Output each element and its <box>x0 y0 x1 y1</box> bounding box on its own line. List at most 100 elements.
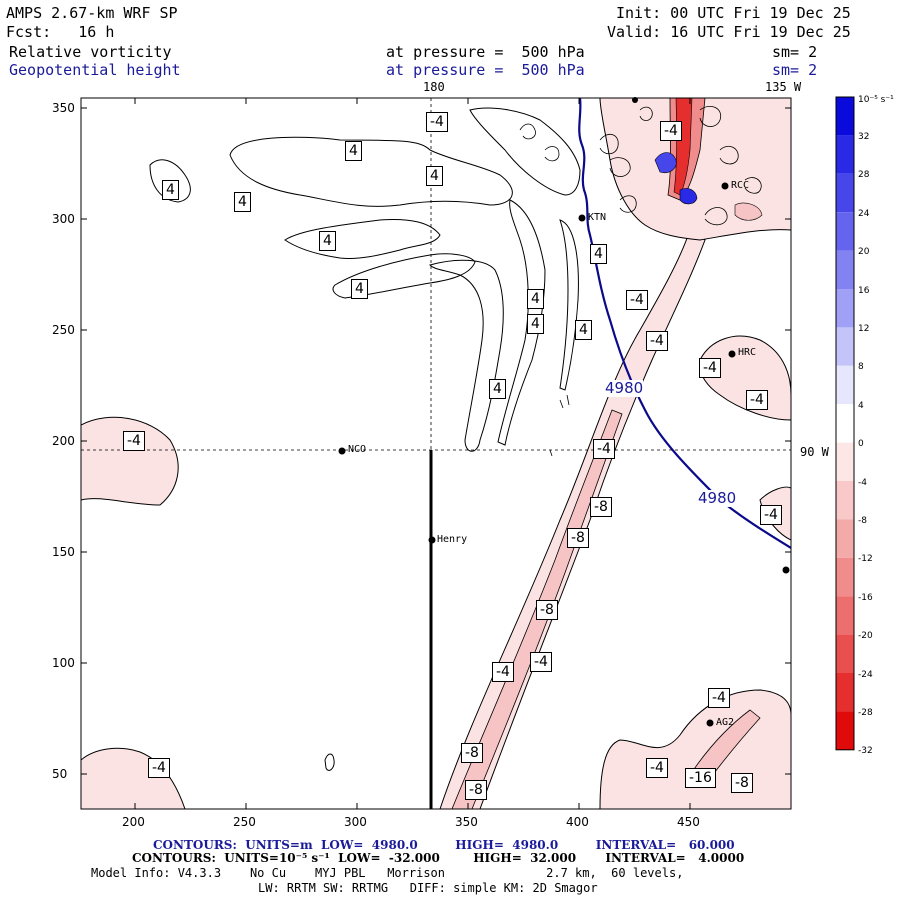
positive-vorticity-contours <box>149 107 581 771</box>
colorbar-tick-label: -16 <box>858 592 873 603</box>
station-marker-top <box>632 97 638 103</box>
colorbar-swatch <box>836 404 854 443</box>
colorbar-frame <box>835 96 855 751</box>
field1-name: Relative vorticity <box>9 43 172 61</box>
y-tick-label: 300 <box>52 212 75 226</box>
colorbar-swatch <box>836 212 854 251</box>
colorbar-tick-label: -32 <box>858 746 873 757</box>
y-tick-label: 100 <box>52 656 75 670</box>
valid-time: Valid: 16 UTC Fri 19 Dec 25 <box>607 23 851 41</box>
station-label-hrc: HRC <box>738 347 757 358</box>
colorbar-tick-label: 32 <box>858 132 870 142</box>
colorbar-tick-label: 20 <box>858 247 870 258</box>
vorticity-contour-label: -8 <box>590 497 612 517</box>
colorbar-tick-label: 16 <box>858 285 870 296</box>
station-marker-nco <box>338 447 346 455</box>
model-title: AMPS 2.67-km WRF SP <box>6 4 178 22</box>
colorbar-swatch <box>836 97 854 136</box>
model-info: Model Info: V4.3.3 No Cu MYJ PBL Morriso… <box>91 866 684 880</box>
colorbar-tick-label: -12 <box>858 554 873 565</box>
field2-level: at pressure = 500 hPa <box>386 61 585 79</box>
vorticity-contour-label: -8 <box>536 600 558 620</box>
colorbar-tick-label: 24 <box>858 208 870 219</box>
vorticity-contour-label: -4 <box>593 439 615 459</box>
station-label-ag2: AG2 <box>716 717 735 728</box>
vorticity-contour-label: -16 <box>685 768 716 788</box>
colorbar-tick-label: -20 <box>858 631 873 642</box>
field1-level: at pressure = 500 hPa <box>386 43 585 61</box>
colorbar-swatch <box>836 250 854 289</box>
vorticity-contour-label: 4 <box>590 244 607 264</box>
x-tick-label: 250 <box>233 815 256 829</box>
colorbar-tick-label: 4 <box>858 400 864 411</box>
vorticity-contour-label: -4 <box>646 331 668 351</box>
colorbar-swatch <box>836 135 854 174</box>
x-tick-label: 200 <box>122 815 145 829</box>
field2-name: Geopotential height <box>9 61 181 79</box>
station-marker-edge <box>782 566 790 574</box>
colorbar-swatch <box>836 673 854 712</box>
station-marker-rcc <box>721 182 729 190</box>
vorticity-fill <box>81 98 791 809</box>
colorbar-swatch <box>836 173 854 213</box>
vorticity-contour-label: -4 <box>626 290 648 310</box>
field2-smooth: sm= 2 <box>772 61 818 79</box>
colorbar-swatch <box>836 557 854 597</box>
colorbar-units: 10⁻⁵ s⁻¹ <box>858 95 894 105</box>
vorticity-contour-label: -4 <box>148 758 170 778</box>
station-markers <box>338 97 790 727</box>
station-marker-henry <box>428 536 436 544</box>
colorbar-swatch <box>836 596 854 635</box>
height-contour-label: 4980 <box>698 489 737 507</box>
colorbar-swatch <box>836 481 854 520</box>
colorbar-swatch <box>836 634 854 673</box>
vorticity-contour-label: -4 <box>492 662 514 682</box>
colorbar-tick-label: 8 <box>858 362 864 373</box>
station-label-rcc: RCC <box>731 180 750 191</box>
colorbar-tick-label: 28 <box>858 170 870 181</box>
vorticity-contour-label: -4 <box>708 688 730 708</box>
colorbar-swatch <box>836 442 854 481</box>
station-label-henry: Henry <box>437 534 468 545</box>
station-marker-hrc <box>728 350 736 358</box>
axis-ticks <box>81 98 791 809</box>
meridian-135w-label: 135 W <box>765 80 802 94</box>
vorticity-contour-label: 4 <box>162 180 179 200</box>
forecast-hour: Fcst: 16 h <box>6 23 115 41</box>
vorticity-contour-label: -4 <box>746 390 768 410</box>
y-tick-label: 50 <box>52 767 68 781</box>
contours-height-info: CONTOURS: UNITS=m LOW= 4980.0 HIGH= 4980… <box>153 838 735 852</box>
colorbar-tick-label: -24 <box>858 669 873 680</box>
colorbar-tick-label: 12 <box>858 324 870 334</box>
colorbar-tick-label: 0 <box>858 439 864 450</box>
vorticity-contour-label: -4 <box>123 431 145 451</box>
x-tick-label: 300 <box>344 815 367 829</box>
vorticity-contour-label: 4 <box>345 141 362 161</box>
vorticity-contour-label: 4 <box>527 314 544 334</box>
height-contour-label: 4980 <box>605 379 644 397</box>
colorbar-swatch <box>836 365 854 405</box>
parallel-90w-label: 90 W <box>800 445 829 459</box>
y-tick-label: 200 <box>52 434 75 448</box>
colorbar-swatch <box>836 327 854 366</box>
vorticity-contour-label: -4 <box>760 505 782 525</box>
vorticity-contour-label: 4 <box>527 289 544 309</box>
vorticity-contour-label: -8 <box>461 743 483 763</box>
vorticity-contour-label: 4 <box>234 192 251 212</box>
vorticity-contour-label: -8 <box>567 528 589 548</box>
colorbar-swatch <box>836 519 854 558</box>
field1-smooth: sm= 2 <box>772 43 818 61</box>
colorbar-swatch <box>836 711 854 750</box>
contours-vorticity-info: CONTOURS: UNITS=10⁻⁵ s⁻¹ LOW= -32.000 HI… <box>132 851 745 865</box>
model-info-2: LW: RRTM SW: RRTMG DIFF: simple KM: 2D S… <box>258 881 598 895</box>
colorbar-tick-label: -8 <box>858 516 867 526</box>
vorticity-contour-label: -4 <box>646 758 668 778</box>
colorbar <box>835 96 855 751</box>
vorticity-contour-label: -8 <box>465 780 487 800</box>
vorticity-contour-label: -4 <box>530 652 552 672</box>
station-label-nco: NCO <box>348 444 367 455</box>
graticule <box>81 98 791 451</box>
colorbar-tick-label: -4 <box>858 477 867 488</box>
colorbar-swatch <box>836 289 854 328</box>
vorticity-contour-label: 4 <box>575 320 592 340</box>
